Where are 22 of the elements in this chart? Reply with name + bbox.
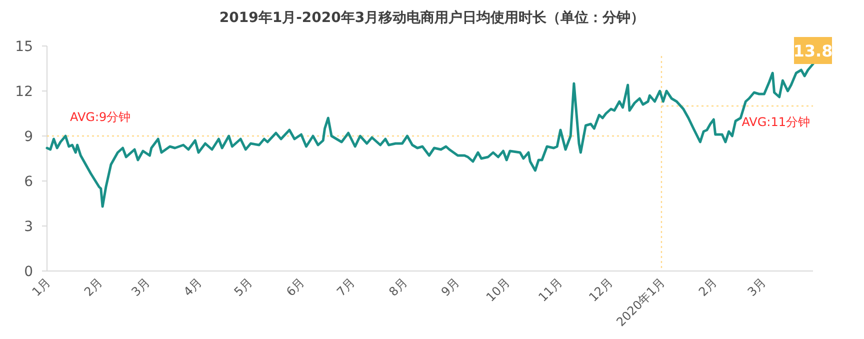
x-tick-label: 8月 — [386, 275, 410, 300]
x-tick-label: 5月 — [231, 275, 256, 300]
x-tick-label: 2月 — [696, 275, 720, 300]
x-tick-label: 3月 — [744, 275, 769, 300]
x-tick-label: 3月 — [128, 275, 152, 300]
annotation: 13.8 — [793, 42, 833, 60]
x-tick-label: 9月 — [438, 275, 462, 300]
x-tick-label: 10月 — [484, 275, 513, 304]
y-tick-label: 3 — [24, 219, 33, 235]
x-tick-label: 11月 — [536, 275, 565, 304]
chart-title: 2019年1月-2020年3月移动电商用户日均使用时长（单位：分钟） — [219, 9, 645, 26]
x-tick-label: 6月 — [284, 275, 308, 300]
y-tick-label: 6 — [24, 174, 34, 190]
x-tick-label: 7月 — [334, 275, 358, 300]
x-tick-label: 4月 — [180, 275, 205, 300]
y-tick-label: 15 — [15, 39, 33, 55]
y-tick-label: 12 — [15, 84, 33, 100]
ref-line-label: AVG:9分钟 — [70, 110, 131, 124]
x-tick-label: 12月 — [586, 275, 616, 304]
x-tick-label: 2月 — [82, 275, 106, 300]
y-tick-label: 9 — [24, 129, 33, 145]
ref-line-label: AVG:11分钟 — [742, 115, 810, 129]
